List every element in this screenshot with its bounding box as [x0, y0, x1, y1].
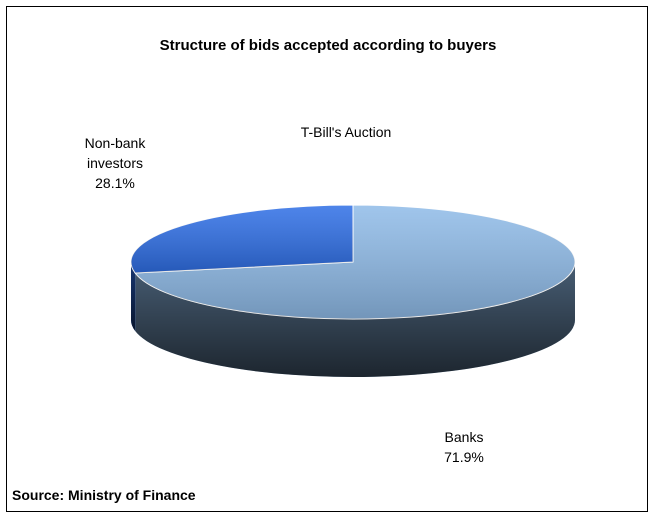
- value-label: 28.1%: [95, 175, 135, 191]
- slice-label: Banks 71.9%: [419, 427, 509, 467]
- chart-frame: [6, 6, 648, 512]
- category-label: Non-bank investors: [84, 135, 146, 171]
- slice-side-shade: [131, 262, 136, 332]
- chart-title: Structure of bids accepted according to …: [159, 37, 497, 54]
- slice-top-shade: [131, 205, 353, 274]
- chart-subtitle: T-Bill's Auction: [300, 124, 392, 140]
- category-label: Banks: [444, 429, 484, 445]
- slice-label: Non-bank investors 28.1%: [70, 133, 160, 193]
- source-note: Source: Ministry of Finance: [12, 487, 196, 503]
- slice-top-shade: [135, 205, 575, 319]
- value-label: 71.9%: [444, 449, 484, 465]
